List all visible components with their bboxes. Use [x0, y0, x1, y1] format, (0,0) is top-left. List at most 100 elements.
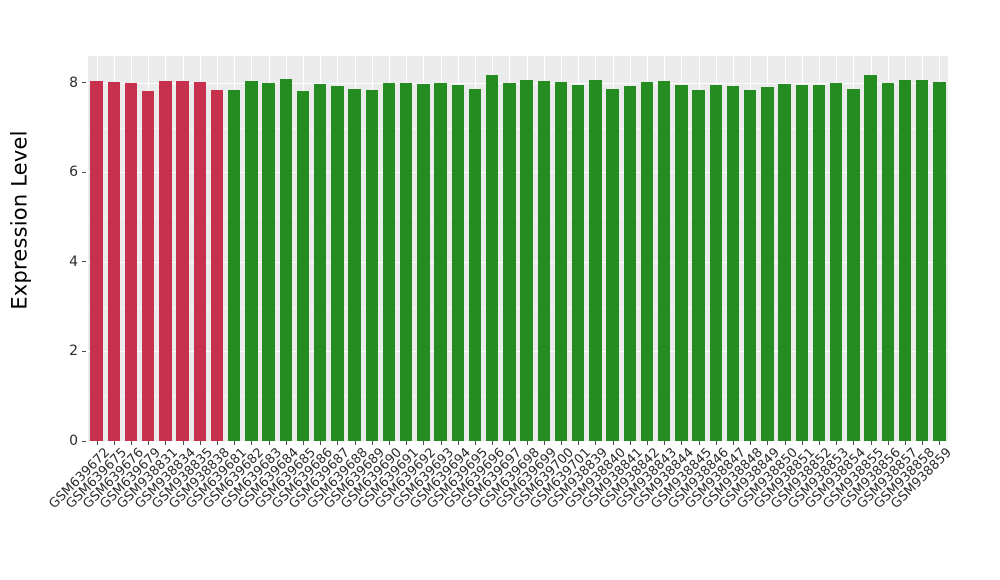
bar[interactable] — [451, 84, 464, 441]
bar[interactable] — [830, 82, 843, 441]
x-axis-tick-mark — [630, 441, 631, 445]
bar[interactable] — [675, 85, 688, 441]
gridline-minor-horizontal — [88, 306, 948, 308]
x-axis-tick-mark — [114, 441, 115, 445]
bar[interactable] — [348, 89, 361, 441]
x-axis-tick-mark — [337, 441, 338, 445]
bar[interactable] — [210, 90, 224, 441]
bar[interactable] — [898, 79, 912, 441]
bar[interactable] — [726, 86, 740, 441]
x-axis-tick-mark — [871, 441, 872, 445]
x-axis-tick-mark — [148, 441, 149, 445]
y-axis-tick-label: 2 — [69, 343, 78, 360]
bar[interactable] — [228, 90, 241, 441]
x-axis-tick-mark — [664, 441, 665, 445]
bar-series — [88, 56, 948, 441]
y-axis-tick: 6 — [69, 164, 86, 180]
bar[interactable] — [744, 89, 757, 441]
bar[interactable] — [245, 81, 258, 441]
y-axis-tick-mark — [82, 261, 86, 263]
bar[interactable] — [296, 91, 310, 441]
x-axis-tick-mark — [527, 441, 528, 445]
bar[interactable] — [90, 80, 103, 441]
y-axis-tick-mark — [82, 82, 86, 84]
bar[interactable] — [503, 83, 516, 441]
x-axis-tick-mark — [406, 441, 407, 445]
x-axis-tick-mark — [251, 441, 252, 445]
gridline-minor-horizontal — [88, 217, 948, 219]
bar[interactable] — [314, 84, 327, 441]
bar[interactable] — [520, 79, 533, 441]
bar[interactable] — [537, 80, 550, 441]
gridline-major-horizontal — [88, 82, 948, 84]
bar[interactable] — [658, 80, 671, 441]
x-axis-tick-mark — [578, 441, 579, 445]
bar[interactable] — [692, 90, 705, 441]
y-axis-tick-label: 8 — [69, 74, 78, 91]
bar[interactable] — [468, 89, 482, 441]
bar[interactable] — [606, 88, 619, 441]
x-axis-tick-mark — [802, 441, 803, 445]
y-axis-tick: 0 — [69, 433, 86, 449]
y-axis-tick-label: 4 — [69, 253, 78, 270]
x-axis-tick-mark — [423, 441, 424, 445]
x-axis-tick-mark — [733, 441, 734, 445]
gridline-major-horizontal — [88, 172, 948, 174]
x-axis-tick-mark — [303, 441, 304, 445]
x-axis-tick-mark — [922, 441, 923, 445]
x-axis-ticks — [88, 441, 948, 446]
bar[interactable] — [847, 88, 860, 441]
x-axis-tick-mark — [836, 441, 837, 445]
bar[interactable] — [107, 81, 120, 441]
x-axis-tick-mark — [716, 441, 717, 445]
x-axis-tick-mark — [372, 441, 373, 445]
bar[interactable] — [434, 83, 447, 441]
bar[interactable] — [382, 82, 396, 441]
bar[interactable] — [331, 86, 344, 441]
plot-panel — [88, 56, 948, 441]
bar[interactable] — [193, 81, 206, 441]
x-axis-tick-mark — [269, 441, 270, 445]
bar[interactable] — [864, 74, 877, 441]
bar[interactable] — [795, 84, 808, 441]
bar[interactable] — [623, 86, 636, 441]
bar[interactable] — [142, 90, 155, 441]
bar[interactable] — [417, 84, 430, 441]
bar[interactable] — [365, 90, 378, 441]
bar[interactable] — [159, 80, 172, 441]
x-axis-tick-mark — [853, 441, 854, 445]
gridline-major-horizontal — [88, 261, 948, 263]
bar[interactable] — [881, 83, 894, 441]
bar[interactable] — [572, 85, 585, 441]
bar[interactable] — [640, 81, 654, 441]
x-axis-tick-mark — [492, 441, 493, 445]
bar[interactable] — [761, 86, 774, 441]
bar[interactable] — [554, 82, 568, 441]
x-axis-tick-mark — [561, 441, 562, 445]
bar[interactable] — [812, 85, 826, 441]
bar[interactable] — [176, 81, 189, 441]
x-axis-tick-mark — [183, 441, 184, 445]
bar[interactable] — [262, 82, 275, 441]
bar[interactable] — [916, 79, 929, 441]
x-axis-tick-mark — [905, 441, 906, 445]
x-axis-tick-mark — [441, 441, 442, 445]
bar[interactable] — [778, 83, 791, 441]
bar[interactable] — [486, 75, 499, 441]
y-axis-tick-mark — [82, 171, 86, 173]
x-axis-tick-mark — [785, 441, 786, 445]
x-axis-tick-mark — [595, 441, 596, 445]
x-axis-tick-mark — [320, 441, 321, 445]
bar[interactable] — [589, 79, 602, 441]
bar[interactable] — [400, 82, 413, 441]
y-axis-title-label: Expression Level — [8, 130, 32, 310]
x-axis-tick-mark — [131, 441, 132, 445]
bar[interactable] — [124, 82, 138, 441]
y-axis-tick: 2 — [69, 343, 86, 359]
x-axis-tick-mark — [458, 441, 459, 445]
bar[interactable] — [279, 78, 292, 441]
y-axis-tick: 8 — [69, 75, 86, 91]
bar[interactable] — [709, 84, 722, 441]
x-axis-tick-mark — [888, 441, 889, 445]
bar[interactable] — [933, 81, 946, 441]
